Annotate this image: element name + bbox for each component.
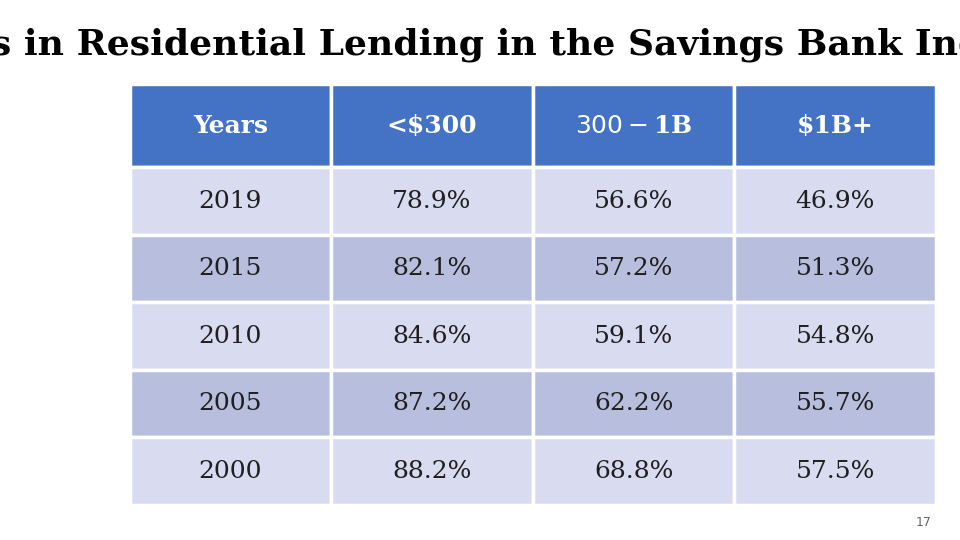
Text: 55.7%: 55.7%: [796, 392, 875, 415]
Text: 59.1%: 59.1%: [594, 325, 673, 348]
Text: $1B+: $1B+: [797, 113, 874, 138]
Text: 54.8%: 54.8%: [796, 325, 875, 348]
Text: 17: 17: [915, 516, 931, 529]
Text: 82.1%: 82.1%: [393, 257, 471, 280]
Text: $300-$1B: $300-$1B: [575, 113, 692, 138]
Text: 51.3%: 51.3%: [796, 257, 875, 280]
Text: 2000: 2000: [199, 460, 262, 483]
Text: 2005: 2005: [199, 392, 262, 415]
Text: 2010: 2010: [199, 325, 262, 348]
Text: 84.6%: 84.6%: [393, 325, 471, 348]
Text: 62.2%: 62.2%: [594, 392, 673, 415]
Text: Years: Years: [193, 113, 268, 138]
Text: 2015: 2015: [199, 257, 262, 280]
Text: 57.5%: 57.5%: [796, 460, 875, 483]
Text: 57.2%: 57.2%: [594, 257, 673, 280]
Text: 87.2%: 87.2%: [393, 392, 471, 415]
Text: 78.9%: 78.9%: [393, 190, 471, 213]
Text: Trends in Residential Lending in the Savings Bank Industry: Trends in Residential Lending in the Sav…: [0, 27, 960, 62]
Text: 56.6%: 56.6%: [594, 190, 673, 213]
Text: 68.8%: 68.8%: [594, 460, 673, 483]
Text: <$300: <$300: [387, 113, 477, 138]
Text: 88.2%: 88.2%: [393, 460, 471, 483]
Text: 2019: 2019: [199, 190, 262, 213]
Text: 46.9%: 46.9%: [796, 190, 875, 213]
